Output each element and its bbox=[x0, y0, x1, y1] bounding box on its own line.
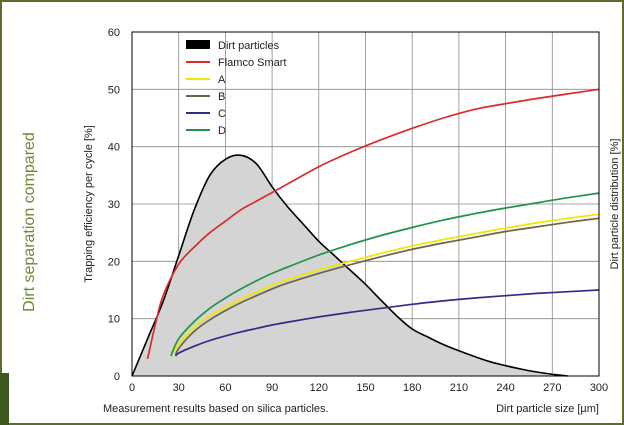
legend-label: Dirt particles bbox=[218, 40, 280, 52]
series-line-flamco-smart bbox=[146, 88, 600, 359]
y-tick-label: 0 bbox=[114, 371, 120, 383]
footer-note: Measurement results based on silica part… bbox=[103, 403, 329, 415]
series-line-a bbox=[170, 213, 600, 357]
plot-border bbox=[131, 31, 600, 377]
series-line-c bbox=[174, 289, 600, 357]
y-tick-label: 60 bbox=[108, 27, 120, 39]
x-tick-label: 300 bbox=[590, 382, 608, 394]
x-tick-label: 60 bbox=[219, 382, 231, 394]
y-tick-labels: 0 10 20 30 40 50 60 bbox=[108, 27, 120, 383]
y-tick-label: 30 bbox=[108, 199, 120, 211]
y-axis-label: Trapping efficiency per cycle [%] bbox=[83, 125, 95, 283]
x-tick-label: 120 bbox=[310, 382, 328, 394]
x-axis-label: Dirt particle size [µm] bbox=[496, 403, 599, 415]
accent-bar bbox=[0, 373, 9, 425]
y-tick-label: 20 bbox=[108, 256, 120, 268]
y-tick-label: 50 bbox=[108, 84, 120, 96]
x-tick-label: 30 bbox=[173, 382, 185, 394]
legend-swatch bbox=[186, 40, 210, 49]
x-tick-label: 180 bbox=[403, 382, 421, 394]
x-tick-label: 150 bbox=[356, 382, 374, 394]
series-line-d bbox=[170, 192, 600, 357]
y-tick-label: 40 bbox=[108, 142, 120, 154]
legend-label: B bbox=[218, 91, 225, 103]
x-tick-label: 240 bbox=[496, 382, 514, 394]
y-tick-label: 10 bbox=[108, 314, 120, 326]
x-tick-labels: 0 30 60 90 120 150 180 210 240 270 300 bbox=[129, 382, 608, 394]
x-tick-label: 270 bbox=[543, 382, 561, 394]
series-lines bbox=[146, 88, 600, 359]
x-tick-label: 210 bbox=[450, 382, 468, 394]
x-tick-label: 90 bbox=[266, 382, 278, 394]
secondary-y-axis-label: Dirt particle distribution [%] bbox=[609, 139, 621, 270]
dirt-particles-line bbox=[131, 154, 568, 377]
legend-label: C bbox=[218, 108, 226, 120]
legend-label: Flamco Smart bbox=[218, 57, 286, 69]
series-line-b bbox=[174, 217, 600, 357]
legend-label: A bbox=[218, 74, 226, 86]
legend-label: D bbox=[218, 125, 226, 137]
x-tick-label: 0 bbox=[129, 382, 135, 394]
